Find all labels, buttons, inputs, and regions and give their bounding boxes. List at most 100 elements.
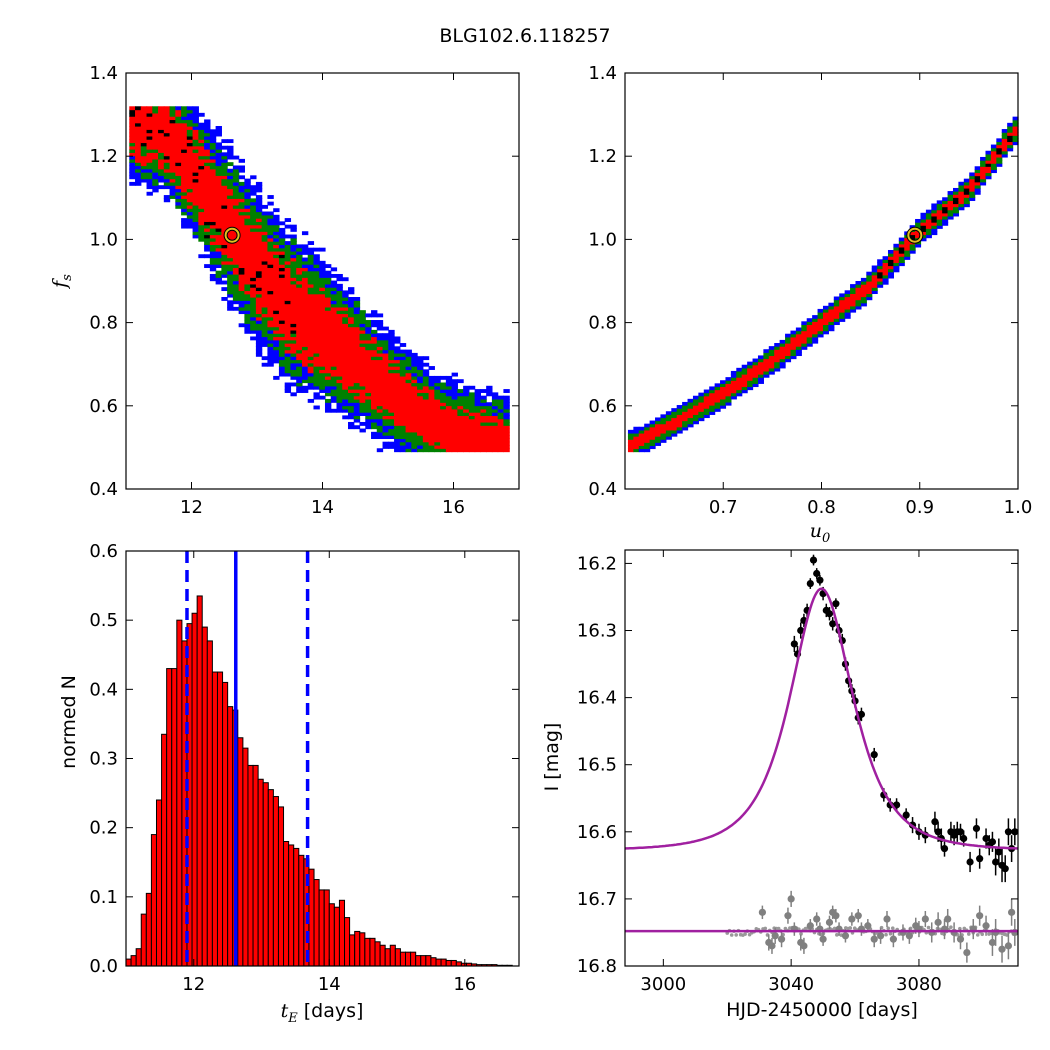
density-cell bbox=[638, 436, 645, 440]
density-cell bbox=[985, 166, 992, 170]
density-cell bbox=[284, 369, 292, 374]
density-cell bbox=[996, 141, 1003, 146]
density-cell bbox=[186, 149, 194, 153]
density-cell bbox=[146, 142, 153, 147]
density-cell bbox=[353, 392, 361, 397]
y-tick-label: 16.2 bbox=[577, 553, 617, 574]
density-cell bbox=[301, 300, 309, 305]
density-cell bbox=[250, 257, 257, 262]
density-cell bbox=[486, 431, 493, 436]
density-cell bbox=[244, 211, 251, 216]
density-cell bbox=[342, 343, 349, 347]
density-cell bbox=[227, 204, 234, 209]
density-cell bbox=[198, 175, 205, 180]
density-cell bbox=[238, 300, 245, 305]
density-cell bbox=[725, 383, 732, 388]
density-cell bbox=[307, 329, 315, 334]
density-cell bbox=[215, 214, 222, 219]
density-cell bbox=[261, 290, 269, 295]
residual-band-point bbox=[729, 933, 734, 937]
density-cell bbox=[198, 221, 205, 226]
density-cell bbox=[887, 271, 894, 276]
density-cell bbox=[376, 369, 384, 374]
density-cell bbox=[198, 168, 205, 173]
density-cell bbox=[428, 428, 435, 433]
density-cell bbox=[860, 296, 867, 301]
density-cell bbox=[301, 326, 309, 331]
density-cell bbox=[828, 312, 835, 316]
density-cell bbox=[290, 270, 297, 275]
density-cell bbox=[319, 372, 326, 377]
density-cell bbox=[267, 320, 274, 324]
density-cell bbox=[307, 303, 315, 308]
density-cell bbox=[871, 265, 878, 270]
ylabel-fs-vs-tE: fs bbox=[49, 274, 75, 290]
density-cell bbox=[388, 352, 395, 357]
density-cell bbox=[898, 249, 905, 254]
density-cell bbox=[313, 297, 320, 301]
density-cell bbox=[135, 165, 142, 170]
density-cell bbox=[942, 197, 949, 201]
density-cell bbox=[232, 155, 240, 160]
density-cell bbox=[181, 129, 188, 134]
density-cell bbox=[255, 349, 263, 354]
density-cell bbox=[169, 135, 176, 140]
density-cell bbox=[267, 277, 274, 282]
y-tick-label: 0.4 bbox=[588, 479, 617, 500]
density-cell bbox=[365, 320, 372, 324]
density-cell bbox=[399, 444, 407, 449]
density-cell bbox=[232, 175, 240, 180]
density-cell bbox=[261, 204, 269, 209]
density-cell bbox=[394, 412, 401, 416]
density-cell bbox=[931, 228, 938, 232]
density-cell bbox=[192, 168, 199, 173]
density-cell bbox=[238, 208, 245, 213]
density-cell bbox=[284, 280, 292, 285]
density-cell bbox=[255, 270, 263, 275]
density-cell bbox=[158, 165, 165, 170]
density-cell bbox=[175, 129, 182, 134]
density-cell bbox=[417, 402, 424, 407]
density-cell bbox=[273, 267, 280, 272]
density-cell bbox=[388, 372, 395, 377]
density-cell bbox=[232, 231, 240, 236]
density-cell bbox=[434, 395, 441, 400]
density-cell bbox=[457, 438, 464, 443]
density-cell bbox=[250, 185, 257, 190]
density-cell bbox=[866, 271, 873, 276]
density-cell bbox=[296, 290, 303, 295]
density-cell bbox=[336, 277, 343, 282]
density-cell bbox=[348, 329, 355, 334]
density-cell bbox=[192, 106, 199, 111]
density-cell bbox=[463, 435, 470, 440]
density-cell bbox=[371, 343, 378, 347]
density-cell bbox=[192, 119, 199, 124]
density-cell bbox=[877, 277, 884, 282]
density-cell bbox=[698, 405, 705, 409]
density-cell bbox=[313, 352, 320, 357]
density-cell bbox=[682, 414, 689, 419]
density-cell bbox=[261, 260, 269, 265]
density-cell bbox=[313, 356, 320, 361]
density-cell bbox=[980, 166, 987, 170]
density-cell bbox=[359, 316, 366, 321]
density-cell bbox=[181, 106, 188, 111]
density-cell bbox=[376, 382, 384, 387]
density-cell bbox=[376, 343, 384, 347]
density-cell bbox=[399, 359, 407, 364]
density-cell bbox=[365, 362, 372, 367]
density-cell bbox=[209, 155, 217, 160]
density-cell bbox=[250, 313, 257, 318]
density-cell bbox=[324, 323, 332, 328]
density-cell bbox=[952, 203, 960, 208]
density-cell bbox=[342, 356, 349, 361]
density-cell bbox=[267, 352, 274, 357]
density-cell bbox=[399, 362, 407, 367]
density-cell bbox=[330, 359, 338, 364]
density-cell bbox=[209, 241, 217, 245]
density-cell bbox=[244, 188, 251, 193]
density-cell bbox=[474, 389, 481, 393]
density-cell bbox=[371, 431, 378, 436]
density-cell bbox=[682, 401, 689, 406]
density-cell bbox=[261, 237, 269, 242]
